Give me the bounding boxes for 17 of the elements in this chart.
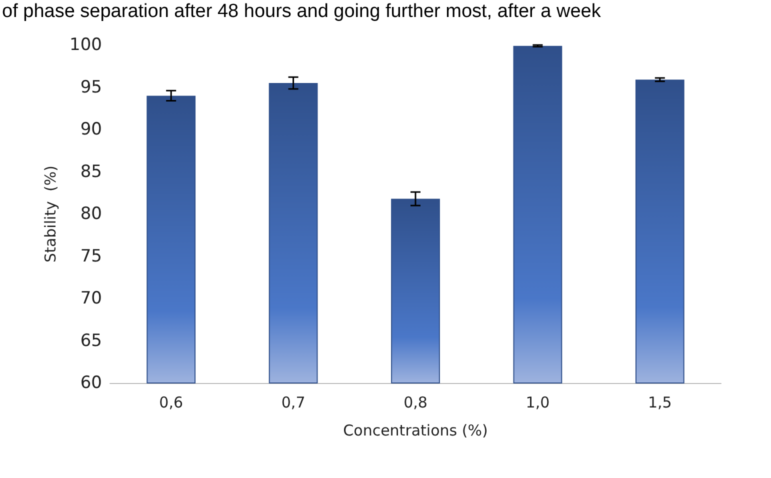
y-axis-title: Stability (%) [42, 166, 60, 262]
x-tick-label: 1,0 [526, 394, 550, 412]
y-tick-label: 60 [80, 373, 102, 393]
x-tick-label: 0,7 [281, 394, 306, 412]
x-tick-label: 0,6 [159, 394, 184, 412]
y-tick-label: 75 [80, 246, 102, 266]
y-tick-label: 100 [70, 35, 102, 55]
y-tick-label: 80 [80, 204, 102, 224]
x-tick-label: 1,5 [648, 394, 672, 412]
y-tick-label: 95 [80, 77, 102, 98]
text: of phase separation after 48 hours and going further most, after a week [2, 1, 602, 22]
x-axis-title: Concentrations (%) [343, 422, 488, 440]
y-tick-label: 70 [80, 288, 102, 308]
y-tick-label: 85 [80, 162, 102, 182]
y-tick-label: 90 [80, 120, 102, 140]
x-tick-label: 0,8 [404, 394, 428, 412]
y-tick-label: 65 [80, 330, 102, 351]
